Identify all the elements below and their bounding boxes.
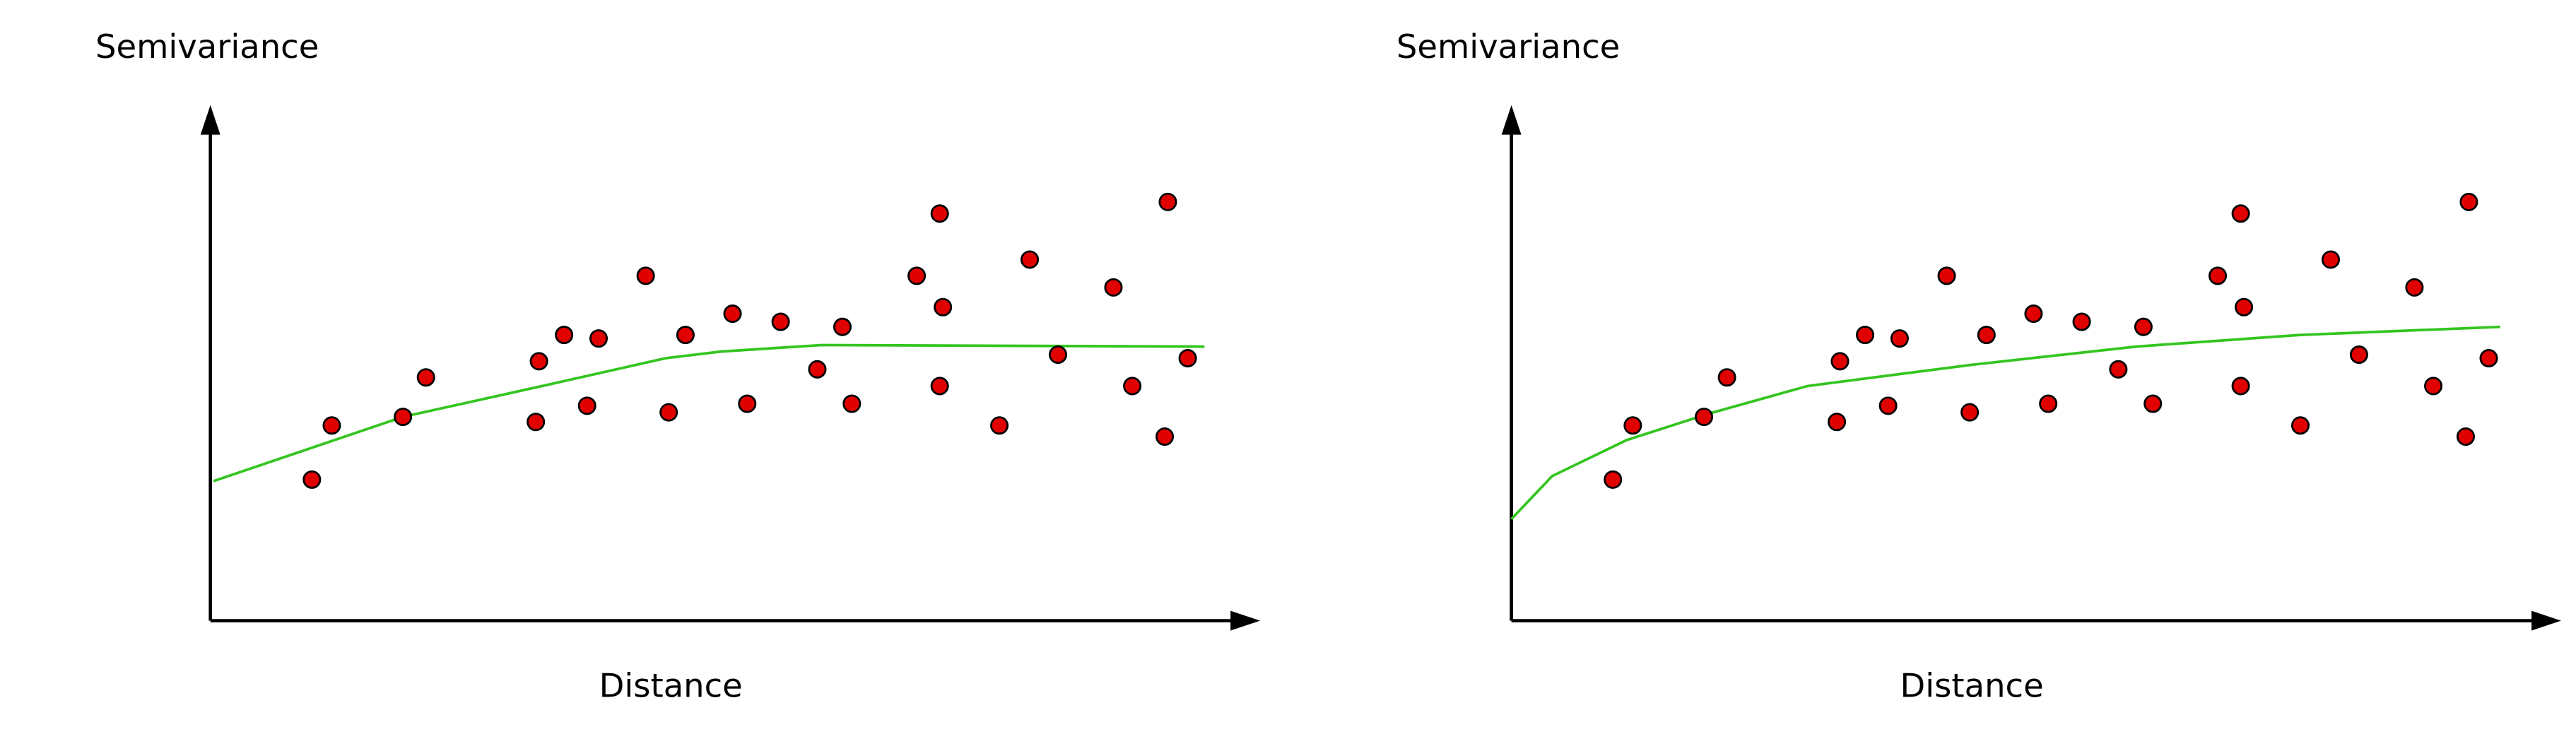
data-point [1830,352,1849,371]
data-point [2231,204,2250,223]
data-point [1828,413,1847,432]
data-point [2424,377,2443,396]
y-axis-label: Semivariance [95,28,319,66]
y-axis-arrow [200,105,220,135]
x-axis-arrow [2531,610,2561,631]
y-axis-label: Semivariance [1396,28,1620,66]
data-point [1104,278,1123,297]
data-point [934,297,953,316]
data-point [1695,408,1714,427]
data-point [808,360,827,379]
data-point [2231,377,2250,396]
data-point [2290,416,2310,435]
data-point [2134,317,2153,336]
chart: Semivariance Distance [95,28,1260,704]
fit-line [1510,325,2500,520]
data-point [842,394,861,413]
data-point [394,408,413,427]
data-point [1155,427,1175,446]
data-point [1623,416,1642,435]
data-point [738,394,757,413]
chart: Semivariance Distance [1396,28,2561,704]
data-point [302,470,322,489]
data-point [589,329,608,348]
data-point [2456,427,2475,446]
data-point [1937,266,1956,285]
data-point [990,416,1009,435]
data-point [2459,192,2478,211]
data-point [1048,345,1068,365]
data-point [2235,297,2254,316]
data-point [1878,396,1898,415]
data-point [2405,278,2424,297]
data-point [2209,266,2228,285]
x-axis-label: Distance [1900,666,2044,704]
data-point [2321,250,2340,269]
x-axis-label: Distance [599,666,743,704]
data-point [2024,304,2043,324]
data-point [723,304,742,324]
data-point [577,396,596,415]
data-point [2479,349,2498,368]
y-axis-arrow [1501,105,1522,135]
data-point [2143,394,2163,413]
x-axis-arrow [1230,610,1260,631]
data-point [1977,326,1996,345]
data-point [659,403,678,422]
data-point [1604,470,1623,489]
data-point [2072,312,2091,331]
data-point [907,266,927,285]
data-point [930,204,949,223]
data-point [529,352,548,371]
data-point [1960,403,1980,422]
data-point [930,377,949,396]
data-point [416,368,435,387]
data-point [1890,329,1909,348]
data-point [2109,360,2128,379]
data-point [322,416,341,435]
fit-line [213,343,1205,483]
data-point [1178,349,1197,368]
data-point [771,312,790,331]
data-point [1717,368,1736,387]
data-point [833,317,852,336]
data-point [1158,192,1177,211]
data-point [1123,377,1142,396]
data-point [636,266,655,285]
data-point [2349,345,2368,365]
data-point [676,326,695,345]
data-point [1856,326,1875,345]
data-point [1021,250,1040,269]
data-point [527,413,546,432]
data-point [555,326,574,345]
data-point [2039,394,2058,413]
